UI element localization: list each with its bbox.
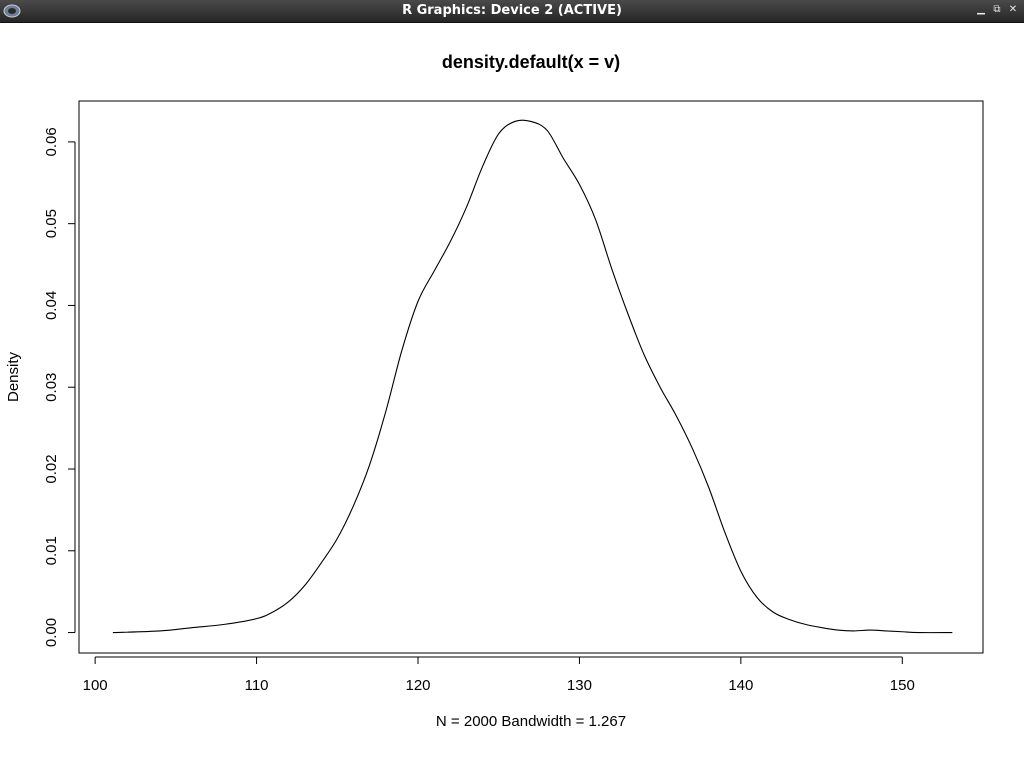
x-tick-label: 110 [245,677,269,694]
x-axis: 100 110 120 130 140 150 [83,656,915,694]
density-chart: density.default(x = v) N = 2000 Bandwidt… [5,52,984,730]
chart-title: density.default(x = v) [442,52,620,72]
close-button[interactable]: ✕ [1008,4,1018,15]
minimize-button[interactable]: ▁ [977,4,985,15]
x-tick-label: 100 [83,677,108,694]
x-tick-label: 140 [728,677,753,694]
y-tick-label: 0.06 [43,127,60,156]
r-app-icon [3,4,21,18]
y-tick-label: 0.04 [43,291,60,320]
x-tick-label: 130 [567,677,592,694]
x-tick-label: 120 [405,677,430,694]
x-tick-label: 150 [890,677,915,694]
plot-frame [78,100,984,654]
window-titlebar[interactable]: R Graphics: Device 2 (ACTIVE) ▁ ⧉ ✕ [0,0,1024,23]
restore-button[interactable]: ⧉ [993,4,1001,15]
y-tick-label: 0.03 [43,373,60,402]
y-axis-label: Density [5,351,22,402]
y-axis: 0.00 0.01 0.02 0.03 0.04 0.05 0.06 [43,127,76,647]
y-tick-label: 0.02 [43,454,60,483]
window-title: R Graphics: Device 2 (ACTIVE) [402,3,622,18]
density-line [112,119,953,634]
x-axis-label: N = 2000 Bandwidth = 1.267 [436,713,626,730]
plot-area: density.default(x = v) N = 2000 Bandwidt… [0,23,1024,752]
series-layer [112,119,953,634]
y-tick-label: 0.05 [43,209,60,238]
y-tick-label: 0.00 [43,618,60,647]
y-tick-label: 0.01 [43,536,60,565]
